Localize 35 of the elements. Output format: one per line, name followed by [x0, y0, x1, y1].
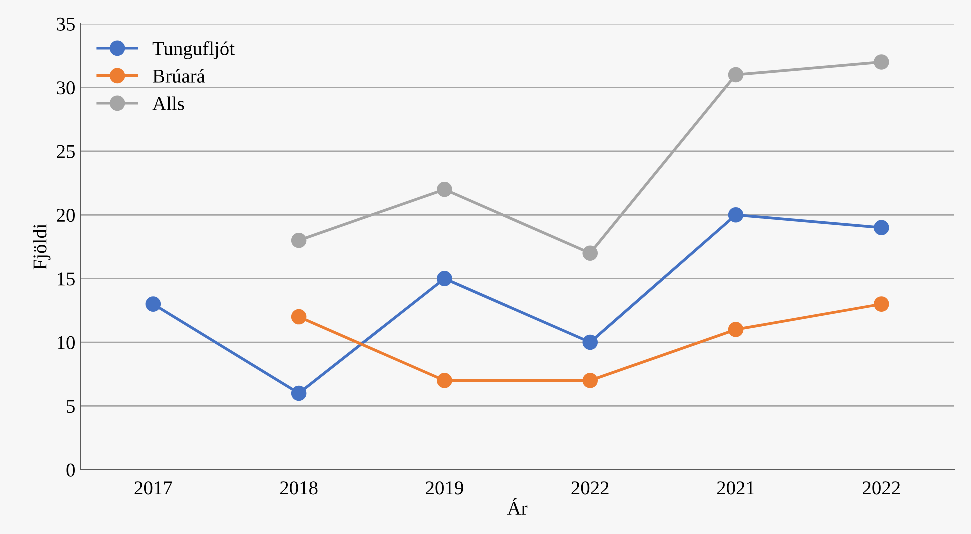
x-tick-label: 2022: [572, 482, 609, 495]
y-tick-label: 0: [66, 464, 75, 477]
point: [437, 271, 452, 286]
y-tick-label: 10: [58, 336, 75, 350]
point: [582, 334, 598, 350]
x-tick-label: 2021: [717, 482, 754, 495]
x-tick-label: 2017: [134, 482, 172, 495]
point: [728, 322, 744, 338]
y-axis-title: Fjöldi: [33, 224, 51, 270]
x-tick-label: 2018: [280, 482, 318, 495]
point: [582, 373, 598, 388]
point: [437, 182, 452, 198]
point: [874, 296, 890, 312]
point: [874, 220, 890, 236]
x-axis-title: Ár: [507, 498, 528, 515]
point: [728, 207, 744, 223]
y-tick-label: 5: [67, 400, 75, 414]
legend-label: Brúará: [153, 69, 206, 83]
point: [437, 373, 452, 388]
point: [582, 246, 598, 261]
point: [728, 67, 744, 83]
y-tick-label: 15: [58, 272, 75, 286]
point: [874, 54, 890, 70]
x-tick-label: 2019: [426, 482, 464, 495]
legend-label: Alls: [152, 96, 184, 110]
y-tick-label: 35: [57, 18, 75, 31]
point: [291, 232, 307, 248]
x-tick-label: 2022: [863, 482, 900, 495]
point: [291, 386, 307, 402]
legend-label: Tungufljót: [152, 42, 235, 60]
y-tick-label: 30: [57, 82, 75, 95]
point: [146, 296, 162, 312]
y-tick-label: 25: [57, 145, 75, 158]
point: [291, 309, 307, 325]
y-tick-label: 20: [57, 208, 75, 222]
